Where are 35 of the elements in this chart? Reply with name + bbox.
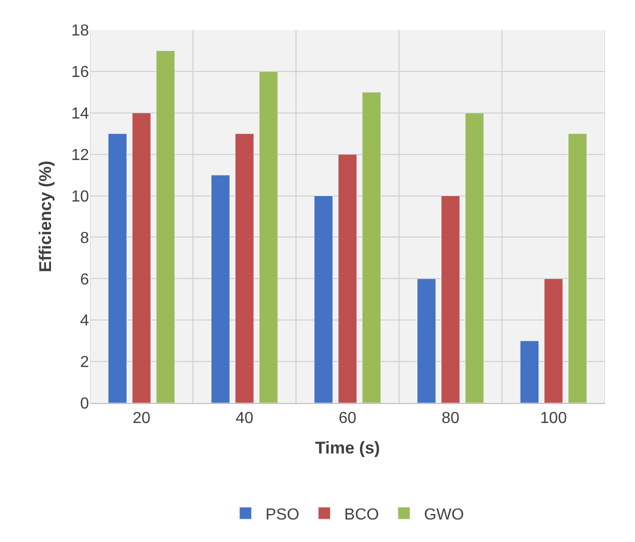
- bar: [314, 196, 333, 403]
- y-tick-label: 16: [71, 64, 90, 82]
- x-axis-title: Time (s): [315, 438, 380, 458]
- y-tick-label: 4: [80, 312, 90, 330]
- y-tick-label: 14: [71, 105, 90, 122]
- bar: [465, 112, 484, 403]
- legend-label: PSO: [266, 506, 300, 524]
- y-tick-label: 12: [71, 146, 90, 164]
- bar: [362, 92, 382, 403]
- y-tick-label: 0: [80, 396, 90, 413]
- bar: [132, 112, 152, 403]
- y-tick-label: 6: [80, 271, 90, 288]
- bar: [338, 154, 358, 403]
- y-tick-label: 10: [71, 188, 90, 206]
- legend-label: BCO: [344, 506, 379, 524]
- bar: [210, 174, 230, 403]
- legend-label: GWO: [424, 506, 464, 524]
- bar: [520, 340, 539, 403]
- x-tick-label: 60: [338, 410, 356, 428]
- bar: [544, 278, 564, 403]
- bar: [108, 133, 127, 403]
- x-tick-label: 100: [540, 410, 567, 428]
- y-axis-title: Efficiency (%): [36, 160, 55, 272]
- bar: [440, 196, 460, 403]
- bar: [259, 71, 278, 403]
- x-tick-label: 80: [442, 410, 460, 428]
- x-tick-label: 40: [236, 410, 254, 428]
- y-tick-label: 2: [80, 354, 90, 372]
- x-tick-label: 20: [132, 410, 150, 428]
- bar: [156, 50, 176, 403]
- bar: [234, 133, 254, 403]
- y-tick-label: 8: [80, 230, 90, 247]
- y-tick-label: 18: [71, 22, 90, 40]
- bar: [416, 278, 436, 403]
- bar: [568, 133, 588, 403]
